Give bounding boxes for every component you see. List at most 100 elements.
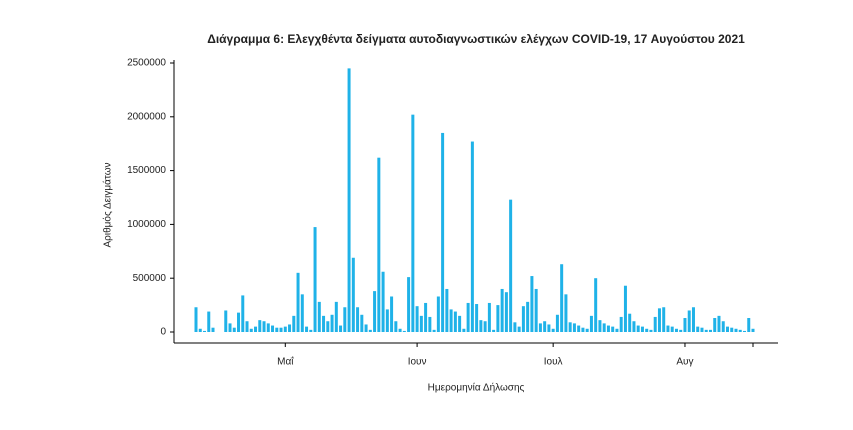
bar — [381, 271, 385, 332]
bar — [245, 321, 249, 332]
bar — [708, 329, 712, 332]
bar — [704, 329, 708, 332]
bar — [691, 307, 695, 332]
bar — [479, 320, 483, 332]
bar — [653, 316, 657, 332]
bar — [339, 325, 343, 332]
bar — [258, 320, 262, 332]
bar — [283, 326, 287, 332]
bar — [717, 315, 721, 332]
bar — [385, 309, 389, 332]
bar — [509, 199, 513, 332]
bar — [428, 316, 432, 332]
bar — [742, 330, 746, 332]
bar — [734, 328, 738, 332]
bar — [279, 327, 283, 332]
bar — [309, 329, 313, 332]
bar — [356, 307, 360, 332]
y-tick-label: 500000 — [133, 273, 167, 284]
bar — [241, 295, 245, 332]
y-tick-label: 0 — [160, 327, 166, 338]
bar — [271, 325, 275, 332]
bar — [674, 328, 678, 332]
y-tick-label: 1500000 — [127, 165, 166, 176]
bar — [203, 330, 207, 332]
bar — [606, 325, 610, 332]
bar — [530, 276, 534, 332]
bar — [589, 315, 593, 332]
bar — [347, 68, 351, 332]
bar — [517, 326, 521, 332]
bar — [666, 325, 670, 332]
bar — [377, 157, 381, 332]
bar — [662, 307, 666, 332]
bar — [623, 285, 627, 332]
bar — [504, 292, 508, 332]
bar — [334, 301, 338, 332]
bar — [254, 326, 258, 332]
bar — [326, 321, 330, 332]
bar — [560, 264, 564, 332]
bar — [475, 304, 479, 332]
bar — [360, 314, 364, 332]
bar — [679, 329, 683, 332]
bar — [598, 320, 602, 332]
bar — [521, 306, 525, 332]
bar — [696, 326, 700, 332]
bar — [419, 315, 423, 332]
bar — [640, 326, 644, 332]
bar — [751, 328, 755, 332]
y-tick-label: 2000000 — [127, 111, 166, 122]
bar — [300, 294, 304, 332]
x-tick-label: Μαΐ — [277, 356, 294, 368]
bar — [577, 325, 581, 332]
bar — [747, 318, 751, 332]
bar — [628, 313, 632, 332]
y-axis-label: Αριθμός Δειγμάτων — [102, 162, 114, 247]
bar — [292, 315, 296, 332]
bar — [424, 302, 428, 332]
bar — [330, 314, 334, 332]
x-tick-label: Ιουν — [408, 357, 427, 368]
bar — [288, 324, 292, 332]
bar — [313, 227, 317, 332]
bar — [237, 312, 241, 332]
y-tick-label: 2500000 — [127, 58, 166, 69]
bar — [232, 327, 236, 332]
bar — [368, 329, 372, 332]
bar — [343, 307, 347, 332]
bar — [249, 328, 253, 332]
bar — [402, 330, 406, 332]
x-tick-label: Αυγ — [676, 357, 693, 368]
bar — [441, 132, 445, 332]
bar — [687, 310, 691, 332]
bar — [645, 328, 649, 332]
bar — [632, 321, 636, 332]
bar — [713, 318, 717, 332]
bar — [445, 288, 449, 332]
bar — [619, 316, 623, 332]
bar — [198, 328, 202, 332]
bar — [453, 311, 457, 332]
bar — [670, 326, 674, 332]
bar — [317, 301, 321, 332]
bar — [538, 323, 542, 332]
bar — [513, 322, 517, 332]
bar — [483, 321, 487, 332]
bar — [594, 278, 598, 332]
bar — [398, 328, 402, 332]
bar — [602, 323, 606, 332]
bar — [351, 257, 355, 332]
bar — [224, 310, 228, 332]
x-tick-label: Ιουλ — [544, 357, 563, 368]
bar — [572, 323, 576, 332]
bar — [721, 321, 725, 332]
bar — [683, 318, 687, 332]
bar — [551, 328, 555, 332]
bar — [487, 302, 491, 332]
bar — [262, 321, 266, 332]
bar — [585, 328, 589, 332]
bar — [211, 327, 215, 332]
bar — [725, 326, 729, 332]
